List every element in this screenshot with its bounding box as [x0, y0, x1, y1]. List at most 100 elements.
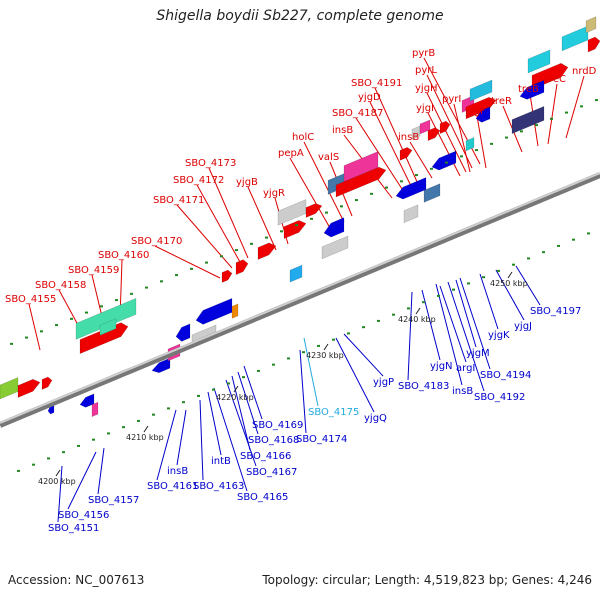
- gene-label-bottom: SBO_4156: [58, 510, 109, 521]
- grid-dot: [437, 294, 440, 297]
- forward-gene-5: [99, 318, 117, 336]
- grid-dot: [460, 155, 463, 158]
- grid-dot: [332, 338, 335, 341]
- tick-mark: [233, 385, 239, 393]
- callout-line: [176, 204, 233, 269]
- forward-gene-0: [0, 377, 19, 400]
- gene-label-bottom: SBO_4197: [530, 306, 581, 317]
- grid-dot: [55, 324, 58, 327]
- gene-label-top: SBO_4171: [153, 195, 204, 206]
- grid-dot: [145, 286, 148, 289]
- reverse-gene-10: [321, 235, 349, 260]
- grid-dot: [565, 111, 568, 114]
- forward-gene-2: [41, 376, 53, 390]
- gene-label-top: SBO_4172: [173, 175, 224, 186]
- forward-gene-19: [439, 120, 451, 135]
- tick-mark: [143, 425, 149, 433]
- callout-line: [453, 103, 471, 173]
- grid-dot: [587, 232, 590, 235]
- gene-label-bottom: SBO_4163: [193, 481, 244, 492]
- grid-dot: [77, 444, 80, 447]
- grid-dot: [467, 282, 470, 285]
- gene-label-bottom: SBO_4192: [474, 392, 525, 403]
- callout-line: [231, 375, 251, 451]
- grid-dot: [580, 105, 583, 108]
- forward-gene-22: [465, 96, 497, 120]
- grid-dot: [340, 205, 343, 208]
- grid-dot: [595, 99, 598, 102]
- grid-dot: [152, 413, 155, 416]
- grid-dot: [535, 124, 538, 127]
- grid-dot: [137, 419, 140, 422]
- tick-mark: [323, 343, 329, 351]
- gene-label-top: SBO_4159: [68, 265, 119, 276]
- callout-line: [447, 281, 485, 392]
- tick-label: 4230 kbp: [306, 351, 344, 360]
- grid-dot: [190, 267, 193, 270]
- reverse-gene-14: [423, 183, 441, 203]
- callout-line: [243, 365, 263, 420]
- gene-label-top: yjgH: [415, 83, 438, 94]
- grid-dot: [295, 224, 298, 227]
- gene-label-bottom: yjgK: [488, 330, 510, 341]
- forward-gene-11: [305, 203, 323, 218]
- backbone-line: [0, 172, 600, 428]
- gene-label-bottom: SBO_4174: [296, 434, 347, 445]
- reverse-gene-18: [511, 105, 545, 135]
- gene-label-top: SBO_4155: [5, 294, 56, 305]
- accession-text: Accession: NC_007613: [8, 573, 145, 587]
- gene-label-top: insB: [398, 132, 419, 143]
- gene-features: [0, 16, 600, 472]
- callout-line: [435, 283, 463, 386]
- grid-dot: [122, 426, 125, 429]
- callout-line: [299, 349, 307, 434]
- genome-backbone: [0, 172, 600, 428]
- gene-label-top: SBO_4160: [98, 250, 149, 261]
- forward-gene-16: [411, 125, 421, 140]
- forward-gene-6: [221, 269, 233, 283]
- gene-labels: SBO_4155 SBO_4158 SBO_4159 SBO_4160 SBO_4170…: [5, 48, 597, 534]
- gene-label-top: SBO_4170: [131, 236, 182, 247]
- grid-dot: [17, 469, 20, 472]
- tick-mark: [415, 307, 421, 315]
- grid-dot: [212, 388, 215, 391]
- grid-dot: [40, 330, 43, 333]
- callout-line: [355, 117, 405, 193]
- callout-line: [176, 409, 187, 466]
- callout-line: [57, 465, 63, 523]
- gene-label-bottom: SBO_4183: [398, 381, 449, 392]
- callout-line: [427, 112, 461, 177]
- callout-line: [409, 141, 433, 179]
- grid-dot: [362, 326, 365, 329]
- grid-dot: [370, 192, 373, 195]
- gene-label-bottom: SBO_4161: [147, 481, 198, 492]
- grid-dot: [317, 344, 320, 347]
- gene-label-bottom: SBO_4194: [480, 370, 531, 381]
- grid-dot: [130, 292, 133, 295]
- grid-dot: [505, 136, 508, 139]
- gene-label-bottom: yjgQ: [364, 413, 387, 424]
- gene-label-bottom: SBO_4157: [88, 495, 139, 506]
- reverse-gene-5: [175, 323, 191, 342]
- gene-label-top: pepA: [278, 148, 304, 159]
- grid-dot: [167, 407, 170, 410]
- forward-gene-17: [419, 119, 431, 135]
- reverse-gene-16: [465, 137, 475, 152]
- gene-label-top: pyrL: [415, 65, 437, 76]
- grid-dot: [400, 180, 403, 183]
- gene-label-bottom: yjgP: [373, 377, 394, 388]
- backbone-highlight: [0, 172, 600, 424]
- forward-gene-9: [283, 220, 307, 240]
- forward-gene-1: [17, 378, 41, 398]
- gene-label-bottom: yjgN: [430, 361, 453, 372]
- grid-dot: [100, 305, 103, 308]
- callout-line: [335, 337, 375, 413]
- grid-dot: [220, 255, 223, 258]
- reverse-gene-9: [289, 264, 303, 283]
- tick-label: 4220 kbp: [216, 393, 254, 402]
- grid-dot: [197, 394, 200, 397]
- grid-dot: [250, 242, 253, 245]
- tick-mark: [507, 271, 513, 279]
- callout-line: [208, 167, 249, 259]
- grid-dot: [205, 261, 208, 264]
